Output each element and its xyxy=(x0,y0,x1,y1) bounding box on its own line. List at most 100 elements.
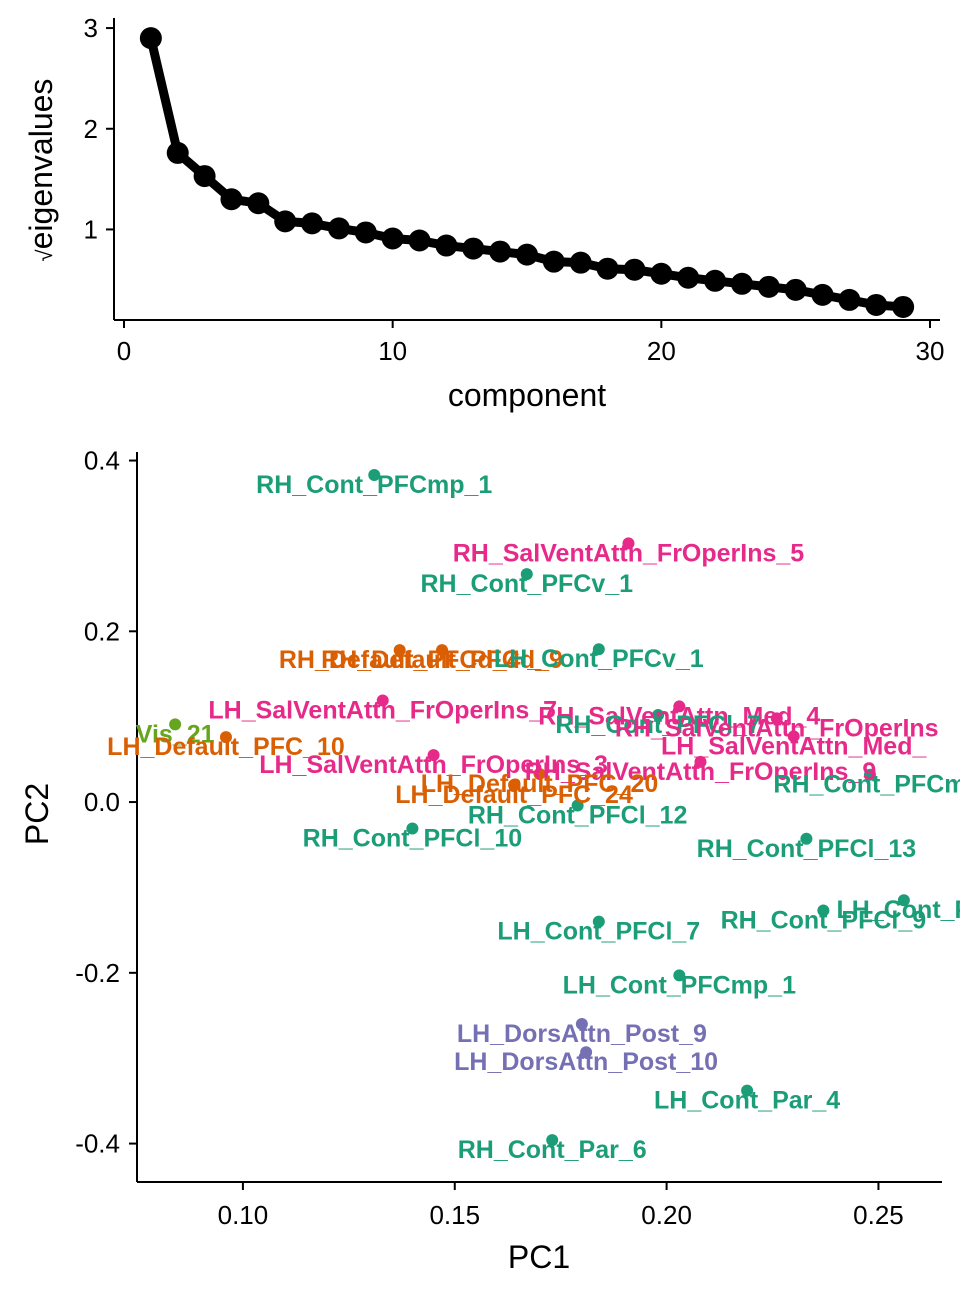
scree-y-axis-label: eigenvalues xyxy=(23,79,59,250)
pca-point-label: LH_DorsAttn_Post_9 xyxy=(457,1020,707,1048)
pca-point xyxy=(787,730,800,743)
pca-point-label: LH_DorsAttn_Post_10 xyxy=(454,1048,718,1076)
scree-point xyxy=(166,141,189,164)
scree-series xyxy=(139,27,915,318)
pca-y-tick-label: -0.4 xyxy=(75,1129,120,1159)
pca-point-labels: RH_Cont_PFCmp_1 RH_SalVentAttn_FrOperIns_… xyxy=(107,471,960,1164)
pca-y-tick-label: 0.2 xyxy=(84,616,120,646)
scree-point xyxy=(569,251,592,274)
scree-y-tick-label: 2 xyxy=(84,114,98,144)
scree-point xyxy=(408,229,431,252)
pca-y-axis-title: PC2 xyxy=(19,783,55,845)
scree-point xyxy=(865,293,888,316)
pca-point xyxy=(533,767,546,780)
pca-x-tick-label: 0.10 xyxy=(218,1200,269,1230)
scree-point xyxy=(542,250,565,273)
pca-scatter-plot: 0.10 0.15 0.20 0.25 0.4 0.2 0.0 -0.2 -0.4 RH_Con… xyxy=(19,446,960,1275)
pca-point-label: RH_SalVentAttn_FrOperIns_5 xyxy=(453,539,805,567)
pca-point xyxy=(592,643,605,656)
scree-x-tick-label: 0 xyxy=(117,336,131,366)
pca-point xyxy=(741,1084,754,1097)
pca-point xyxy=(169,718,182,731)
scree-point xyxy=(623,258,646,281)
pca-point xyxy=(368,469,381,482)
pca-x-tick-label: 0.25 xyxy=(853,1200,904,1230)
pca-point-label: LH_Cont_Par_4 xyxy=(654,1087,840,1115)
scree-point xyxy=(354,221,377,244)
scree-point xyxy=(274,210,297,233)
scree-point xyxy=(677,266,700,289)
pca-point-label: RH_Cont_PFCmp_1 xyxy=(256,471,492,499)
scree-y-axis-title: √eigenvalues xyxy=(23,79,59,262)
scree-x-tick-label: 10 xyxy=(378,336,407,366)
scree-point xyxy=(892,295,915,318)
pca-point xyxy=(800,832,813,845)
pca-point-label: RH_SalVentAttn_FrOperIns_9 xyxy=(525,758,877,786)
pca-point xyxy=(863,768,876,781)
pca-point-label: RH_Cont_PFCl_13 xyxy=(697,835,917,863)
pca-point-label: LH_SalVentAttn_Med_ xyxy=(661,732,927,760)
scree-point xyxy=(704,269,727,292)
pca-point xyxy=(436,644,449,657)
pca-point-label: RH_Cont_PFCl_9 xyxy=(721,906,927,934)
pca-point xyxy=(580,1046,593,1059)
pca-point-label: RH_Default_PFCd_9 xyxy=(321,646,563,674)
pca-point-label: LH_Default_PFC_10 xyxy=(107,733,345,761)
scree-point xyxy=(650,262,673,285)
pca-point-label: Vis_21 xyxy=(136,720,215,748)
pca-point xyxy=(673,700,686,713)
pca-point-label: LH_SalVentAttn_FrOperIns_3 xyxy=(259,751,608,779)
pca-point xyxy=(592,915,605,928)
scree-y-tick-label: 1 xyxy=(84,214,98,244)
pca-point xyxy=(897,894,910,907)
pca-x-tick-label: 0.15 xyxy=(429,1200,480,1230)
scree-point xyxy=(784,278,807,301)
pca-point xyxy=(652,708,665,721)
pca-point xyxy=(622,537,635,550)
pca-y-tick-label: -0.2 xyxy=(75,958,120,988)
pca-point-label: LH_Cont_P xyxy=(837,896,960,924)
scree-point xyxy=(811,283,834,306)
pca-point xyxy=(673,969,686,982)
pca-point-label: RH_Cont_PFCl_12 xyxy=(468,801,688,829)
pca-point xyxy=(406,822,419,835)
scree-point xyxy=(327,217,350,240)
scree-y-tick-label: 3 xyxy=(84,13,98,43)
scree-line xyxy=(146,37,904,312)
pca-point-label: RH_Cont_PFCl_10 xyxy=(303,825,523,853)
scree-point xyxy=(757,275,780,298)
pca-point xyxy=(817,904,830,917)
scree-point xyxy=(247,192,270,215)
sqrt-symbol: √ xyxy=(32,248,57,261)
scree-point xyxy=(435,234,458,257)
pca-point xyxy=(571,799,584,812)
scree-x-axis-title: component xyxy=(448,377,606,413)
pca-point xyxy=(427,749,440,762)
pca-point-label: LH_Cont_PFCl_7 xyxy=(497,918,700,946)
pca-point xyxy=(393,644,406,657)
pca-point-label: RH_Cont_PFCv_1 xyxy=(421,570,634,598)
pca-point xyxy=(219,731,232,744)
pca-point-label: LH_Cont_PFCmp_1 xyxy=(563,971,796,999)
pca-point xyxy=(546,1134,559,1147)
scree-point xyxy=(462,237,485,260)
scree-point xyxy=(220,188,243,211)
pca-y-tick-label: 0.4 xyxy=(84,446,120,476)
scree-point xyxy=(838,288,861,311)
pca-y-tick-label: 0.0 xyxy=(84,787,120,817)
pca-point xyxy=(575,1018,588,1031)
scree-plot: 0 10 20 30 1 2 3 component √eigenvalues xyxy=(23,13,944,413)
pca-point-label: RH_SalVentAttn_FrOperIns xyxy=(615,714,939,742)
scree-x-tick-label: 30 xyxy=(916,336,945,366)
pca-point-label: RH_Default_PFCd_4 xyxy=(279,646,521,674)
pca-point-label: RH_Cont_Par_6 xyxy=(458,1136,647,1164)
svg-text:√eigenvalues: √eigenvalues xyxy=(23,79,59,262)
pca-x-tick-label: 0.20 xyxy=(641,1200,692,1230)
pca-x-axis-title: PC1 xyxy=(508,1239,570,1275)
scree-point xyxy=(516,243,538,266)
pca-point-label: LH_Default_PFC_24 xyxy=(395,781,633,809)
scree-ticks: 0 10 20 30 1 2 3 xyxy=(84,13,945,366)
pca-point-label: LH_Default_PFC_20 xyxy=(421,770,659,798)
pca-point-label: LH_Cont_PFCv_1 xyxy=(494,645,704,673)
